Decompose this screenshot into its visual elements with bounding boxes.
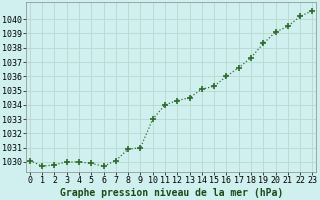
X-axis label: Graphe pression niveau de la mer (hPa): Graphe pression niveau de la mer (hPa) xyxy=(60,188,283,198)
